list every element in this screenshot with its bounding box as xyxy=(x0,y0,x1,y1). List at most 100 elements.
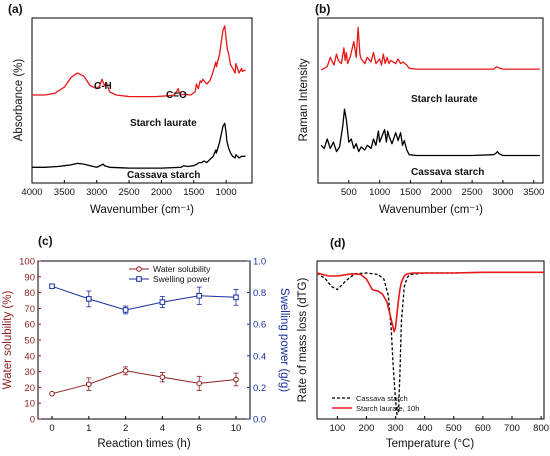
panel-b: (b) 500 1000 1500 2000 2500 3000 3500 Starch l… xyxy=(298,2,544,216)
panel-d-xtick-label: 500 xyxy=(446,423,462,434)
series-label-cassava-starch-b: Cassava starch xyxy=(411,167,484,178)
panel-b-label: (b) xyxy=(315,2,330,16)
panel-c-ytick-label-left: 80 xyxy=(24,288,35,299)
panel-c-series-line-0 xyxy=(51,370,237,395)
panel-c-ticks: 0 1 2 4 6 1001020304050607080901000.00.20.40.… xyxy=(19,257,266,435)
panel-c-ytick-label-left: 60 xyxy=(24,320,35,331)
panel-c-point-swelling-power xyxy=(86,296,92,302)
panel-b-xtick-label: 2000 xyxy=(431,187,452,198)
panel-c-ytick-label-left: 20 xyxy=(24,383,35,394)
panel-b-xtick-label: 1500 xyxy=(400,187,421,198)
panel-a-xtick-label: 2000 xyxy=(151,187,172,198)
panel-d-ticks: 100 200 300 400 500 600 700 800 xyxy=(329,416,549,434)
series-label-cassava-starch-a: Cassava starch xyxy=(127,170,200,181)
panel-c-ytick-label-right: 0.0 xyxy=(253,415,266,426)
annotation-co: C=O xyxy=(166,90,187,101)
panel-c-series-line-1 xyxy=(51,285,237,311)
panel-c-ytick-label-right: 0.4 xyxy=(253,351,266,362)
panel-c-point-swelling-power xyxy=(122,307,129,313)
panel-b-lines xyxy=(320,26,540,157)
legend-marker-swelling xyxy=(136,276,142,282)
panel-d-xtick-label: 600 xyxy=(475,423,491,434)
panel-c-ytick-label-left: 100 xyxy=(19,257,35,268)
panel-c-ytick-label-right: 0.6 xyxy=(253,320,266,331)
legend-water-solubility: Water solubility xyxy=(153,264,211,274)
panel-c-xtick-label: 6 xyxy=(197,423,202,434)
panel-b-ylabel: Raman Intensity xyxy=(298,58,310,141)
panel-c-ytick-label-left: 40 xyxy=(24,351,35,362)
panel-b-series-line-1 xyxy=(320,108,540,157)
panel-c-xtick-label: 4 xyxy=(160,423,165,434)
panel-c-ytick-label-left: 90 xyxy=(24,272,35,283)
panel-a-label: (a) xyxy=(8,2,23,16)
panel-c-ylabel-left: Water solubility (%) xyxy=(2,291,14,390)
panel-a-xtick-label: 1500 xyxy=(183,187,204,198)
panel-c-point-water-solubility xyxy=(159,374,166,380)
panel-c-point-water-solubility xyxy=(86,381,92,388)
legend-starch-laurate-10h: Starch laurate, 10h xyxy=(356,404,419,413)
annotation-ch: C-H xyxy=(94,81,112,92)
panel-c-ytick-label-right: 1.0 xyxy=(253,257,266,268)
panel-b-frame xyxy=(317,17,544,184)
panel-c-frame xyxy=(37,260,251,420)
panel-c-ytick-label-left: 30 xyxy=(24,367,35,378)
panel-d-frame xyxy=(316,260,545,420)
panel-c-ylabel-right: Swelling power (g/g) xyxy=(278,288,290,392)
panel-c-ytick-label-right: 0.8 xyxy=(253,288,266,299)
legend-marker-water xyxy=(136,266,142,272)
panel-d-xtick-label: 200 xyxy=(359,423,375,434)
panel-a-xtick-label: 1000 xyxy=(216,187,237,198)
panel-a-lines xyxy=(32,25,246,169)
panel-b-xtick-label: 3500 xyxy=(523,187,544,198)
panel-b-xtick-label: 500 xyxy=(341,187,357,198)
panel-c-xtick-label: 0 xyxy=(49,423,54,434)
panel-a-xtick-label: 2500 xyxy=(118,187,139,198)
panel-c-ytick-label-right: 0.2 xyxy=(253,383,266,394)
panel-d-series-line-1 xyxy=(316,271,544,333)
panel-a-xtick-label: 4000 xyxy=(21,187,42,198)
panel-b-ticks: 500 1000 1500 2000 2500 3000 3500 xyxy=(341,180,544,198)
panel-c-xtick-label: 1 xyxy=(86,423,91,434)
panel-a-xtick-label: 3500 xyxy=(54,187,75,198)
panel-c-point-swelling-power xyxy=(49,283,55,290)
panel-b-xtick-label: 1000 xyxy=(369,187,390,198)
panel-a-ylabel: Absorbance (%) xyxy=(13,59,25,142)
panel-c-ytick-label-left: 70 xyxy=(24,304,35,315)
panel-d-xtick-label: 300 xyxy=(388,423,404,434)
panel-a-series-line-1 xyxy=(32,122,246,169)
panel-d-xtick-label: 700 xyxy=(504,423,520,434)
panel-d-xlabel: Temperature (°C) xyxy=(386,438,474,450)
panel-b-xtick-label: 2500 xyxy=(462,187,483,198)
panel-d-xtick-label: 100 xyxy=(329,423,345,434)
panel-b-xlabel: Wavenumber (cm⁻¹) xyxy=(379,204,483,216)
panel-a-xlabel: Wavenumber (cm⁻¹) xyxy=(90,204,194,216)
panel-c-ytick-label-left: 0 xyxy=(30,415,35,426)
panel-d-xtick-label: 800 xyxy=(533,423,549,434)
panel-d-label: (d) xyxy=(330,236,345,250)
panel-c-point-water-solubility xyxy=(196,380,202,387)
panel-a-frame xyxy=(31,17,253,184)
panel-c-point-swelling-power xyxy=(159,299,166,305)
series-label-starch-laurate-a: Starch laurate xyxy=(130,118,197,129)
panel-c: (c) 0 1 2 4 6 1001020304050607080901000.00.20… xyxy=(2,234,290,450)
panel-c-point-water-solubility xyxy=(233,376,239,383)
panel-c-point-water-solubility xyxy=(122,368,129,374)
panel-c-point-water-solubility xyxy=(49,390,55,397)
panel-c-xtick-label: 2 xyxy=(123,423,128,434)
panel-c-xlabel: Reaction times (h) xyxy=(97,438,190,450)
panel-c-xtick-label: 10 xyxy=(231,423,242,434)
panel-b-series-line-0 xyxy=(320,26,540,71)
panel-a-series-line-0 xyxy=(32,25,246,98)
panel-c-ytick-label-left: 50 xyxy=(24,336,35,347)
panel-c-ytick-label-left: 10 xyxy=(24,399,35,410)
panel-a-xtick-label: 3000 xyxy=(86,187,107,198)
panel-c-lines xyxy=(49,283,239,397)
panel-d-legend: Cassava starch Starch laurate, 10h xyxy=(332,394,419,413)
panel-d-xtick-label: 400 xyxy=(417,423,433,434)
panel-b-xtick-label: 3000 xyxy=(492,187,513,198)
panel-d-lines xyxy=(316,271,544,416)
legend-swelling-power: Swelling power xyxy=(153,274,210,284)
panel-c-point-swelling-power xyxy=(196,292,202,299)
panel-c-point-swelling-power xyxy=(233,294,239,301)
